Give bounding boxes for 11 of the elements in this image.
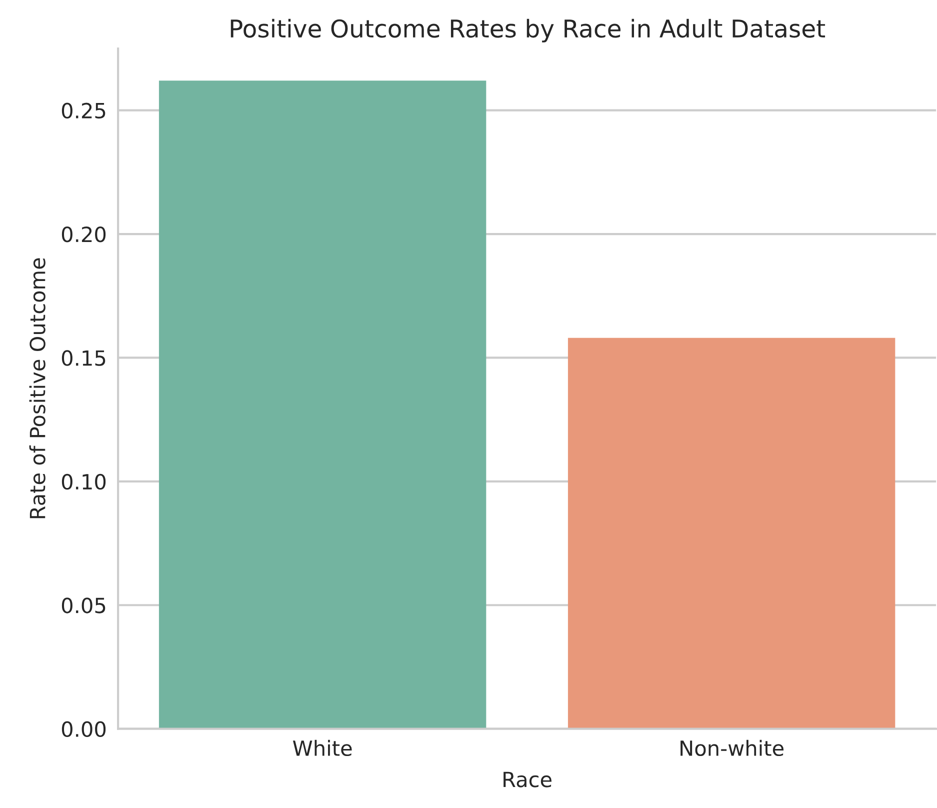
y-tick-label: 0.20: [62, 226, 106, 242]
x-axis-title: Race: [504, 772, 552, 788]
x-tick-label: Non-white: [680, 740, 784, 756]
y-tick-label: 0.15: [62, 350, 106, 366]
chart-title: Positive Outcome Rates by Race in Adult Dataset: [230, 18, 826, 42]
y-axis-title: Rate of Positive Outcome: [29, 258, 46, 518]
y-tick-label: 0.05: [62, 598, 106, 614]
x-tick-label: White: [292, 740, 352, 756]
y-tick-label: 0.10: [62, 474, 106, 490]
y-tick-label: 0.25: [62, 102, 106, 119]
y-tick-label: 0.00: [62, 721, 106, 738]
